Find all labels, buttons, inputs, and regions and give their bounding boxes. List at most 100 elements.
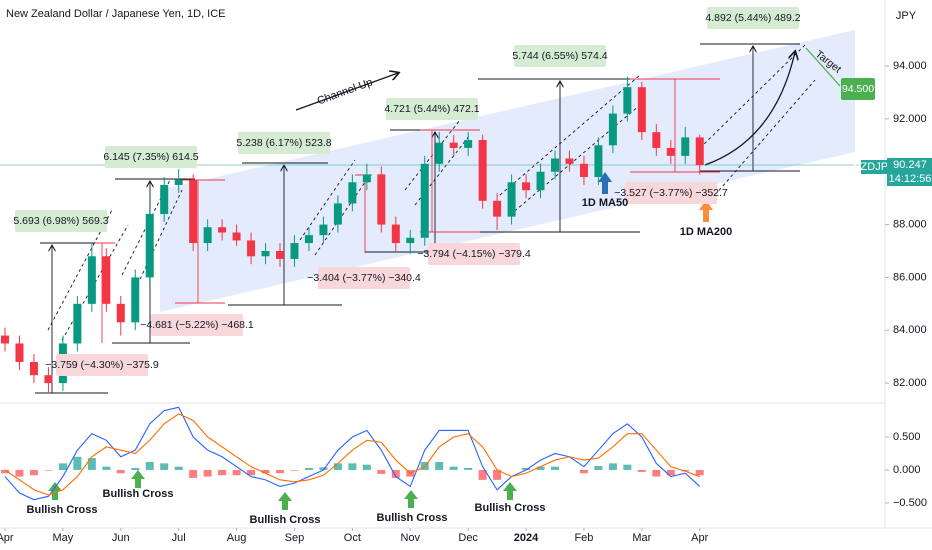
histogram-bar xyxy=(666,469,675,476)
last-price-box xyxy=(887,158,932,172)
measure-box xyxy=(105,146,197,168)
measure-label: −3.527 (−3.77%) −352.7 xyxy=(614,187,728,199)
candle-body xyxy=(261,250,270,257)
countdown-box xyxy=(887,172,932,186)
measure-box xyxy=(151,314,243,336)
measure-box xyxy=(318,267,410,289)
x-tick-label: Aug xyxy=(227,532,247,544)
measure-label: −3.794 (−4.15%) −379.4 xyxy=(417,248,531,260)
candle-body xyxy=(493,200,502,217)
measure-label: 5.238 (6.17%) 523.8 xyxy=(236,137,331,149)
histogram-bar xyxy=(304,467,313,470)
histogram-bar xyxy=(58,463,67,470)
y-tick-label: 88.000 xyxy=(893,218,927,230)
histogram-bar xyxy=(391,469,400,478)
x-tick-label: Mar xyxy=(632,532,651,544)
candle-body xyxy=(435,142,444,164)
candle-body xyxy=(536,171,545,191)
x-tick-label: Apr xyxy=(0,532,14,544)
histogram-bar xyxy=(247,469,256,476)
candle-body xyxy=(637,87,646,133)
cross-label: Bullish Cross xyxy=(103,488,174,500)
candle-body xyxy=(87,256,96,304)
candle-body xyxy=(290,243,299,259)
candle-body xyxy=(131,277,140,323)
measure-box xyxy=(428,243,520,265)
channel xyxy=(160,30,855,312)
histogram-bar xyxy=(218,469,227,476)
candle-body xyxy=(29,361,38,376)
cross-label: Bullish Cross xyxy=(377,512,448,524)
histogram-bar xyxy=(522,467,531,470)
histogram-bar xyxy=(73,456,82,470)
ma-label: 1D MA50 xyxy=(582,197,628,209)
histogram-bar xyxy=(87,458,96,470)
ma-label: 1D MA200 xyxy=(680,226,733,238)
y-tick-label: 0.500 xyxy=(893,431,921,443)
histogram-bar xyxy=(145,462,154,470)
candle-body xyxy=(420,163,429,238)
measure-box xyxy=(56,354,148,376)
measure-label: 4.892 (5.44%) 489.2 xyxy=(705,12,800,24)
histogram-bar xyxy=(348,463,357,470)
candle-body xyxy=(406,237,415,244)
measure-label: 6.145 (7.35%) 614.5 xyxy=(103,151,198,163)
candle-body xyxy=(507,182,516,217)
histogram-bar xyxy=(493,469,502,480)
candle-body xyxy=(44,375,53,384)
y-tick-label: 86.000 xyxy=(893,271,927,283)
candle-body xyxy=(319,224,328,236)
histogram-bar xyxy=(174,466,183,470)
histogram-bar xyxy=(478,469,487,480)
candle-body xyxy=(623,87,632,114)
histogram-bar xyxy=(203,469,212,477)
histogram-bar xyxy=(290,469,299,471)
measure-label: −3.759 (−4.30%) −375.9 xyxy=(45,359,159,371)
histogram-bar xyxy=(160,463,169,470)
candle-body xyxy=(15,343,24,362)
histogram-bar xyxy=(464,467,473,470)
measure-box xyxy=(514,45,606,67)
histogram-bar xyxy=(333,463,342,470)
histogram-bar xyxy=(276,469,285,474)
cross-label: Bullish Cross xyxy=(27,504,98,516)
measure-box xyxy=(386,98,478,120)
measure-box xyxy=(707,7,799,29)
histogram-bar xyxy=(131,467,140,470)
x-tick-label: Sep xyxy=(285,532,305,544)
candle-body xyxy=(218,227,227,233)
candle-body xyxy=(102,256,111,304)
candle-body xyxy=(362,174,371,183)
measure-box xyxy=(625,182,717,204)
measure-box xyxy=(238,132,330,154)
x-tick-label: Jun xyxy=(112,532,130,544)
histogram-bar xyxy=(116,469,125,474)
candle-body xyxy=(594,145,603,178)
measure-box xyxy=(15,210,107,232)
histogram-bar xyxy=(449,466,458,470)
candle-body xyxy=(377,174,386,225)
symbol-label: NZDJPY xyxy=(853,161,896,173)
histogram-bar xyxy=(15,469,24,477)
x-tick-label: May xyxy=(53,532,74,544)
x-tick-label: Jul xyxy=(172,532,186,544)
candle-body xyxy=(695,137,704,166)
histogram-bar xyxy=(319,467,328,470)
histogram-bar xyxy=(1,469,10,474)
histogram-bar xyxy=(652,469,661,477)
y-tick-label: 82.000 xyxy=(893,377,927,389)
histogram-bar xyxy=(435,462,444,470)
candle-body xyxy=(1,335,10,344)
x-tick-label: Nov xyxy=(400,532,420,544)
histogram-bar xyxy=(102,466,111,470)
last-price: 90.247 xyxy=(893,159,927,171)
candle-body xyxy=(160,184,169,215)
histogram-bar xyxy=(362,464,371,470)
candle-body xyxy=(522,182,531,191)
cross-label: Bullish Cross xyxy=(250,514,321,526)
histogram-bar xyxy=(44,469,53,471)
candle-body xyxy=(333,203,342,225)
histogram-bar xyxy=(695,469,704,476)
candle-body xyxy=(551,158,560,172)
histogram-bar xyxy=(579,469,588,474)
